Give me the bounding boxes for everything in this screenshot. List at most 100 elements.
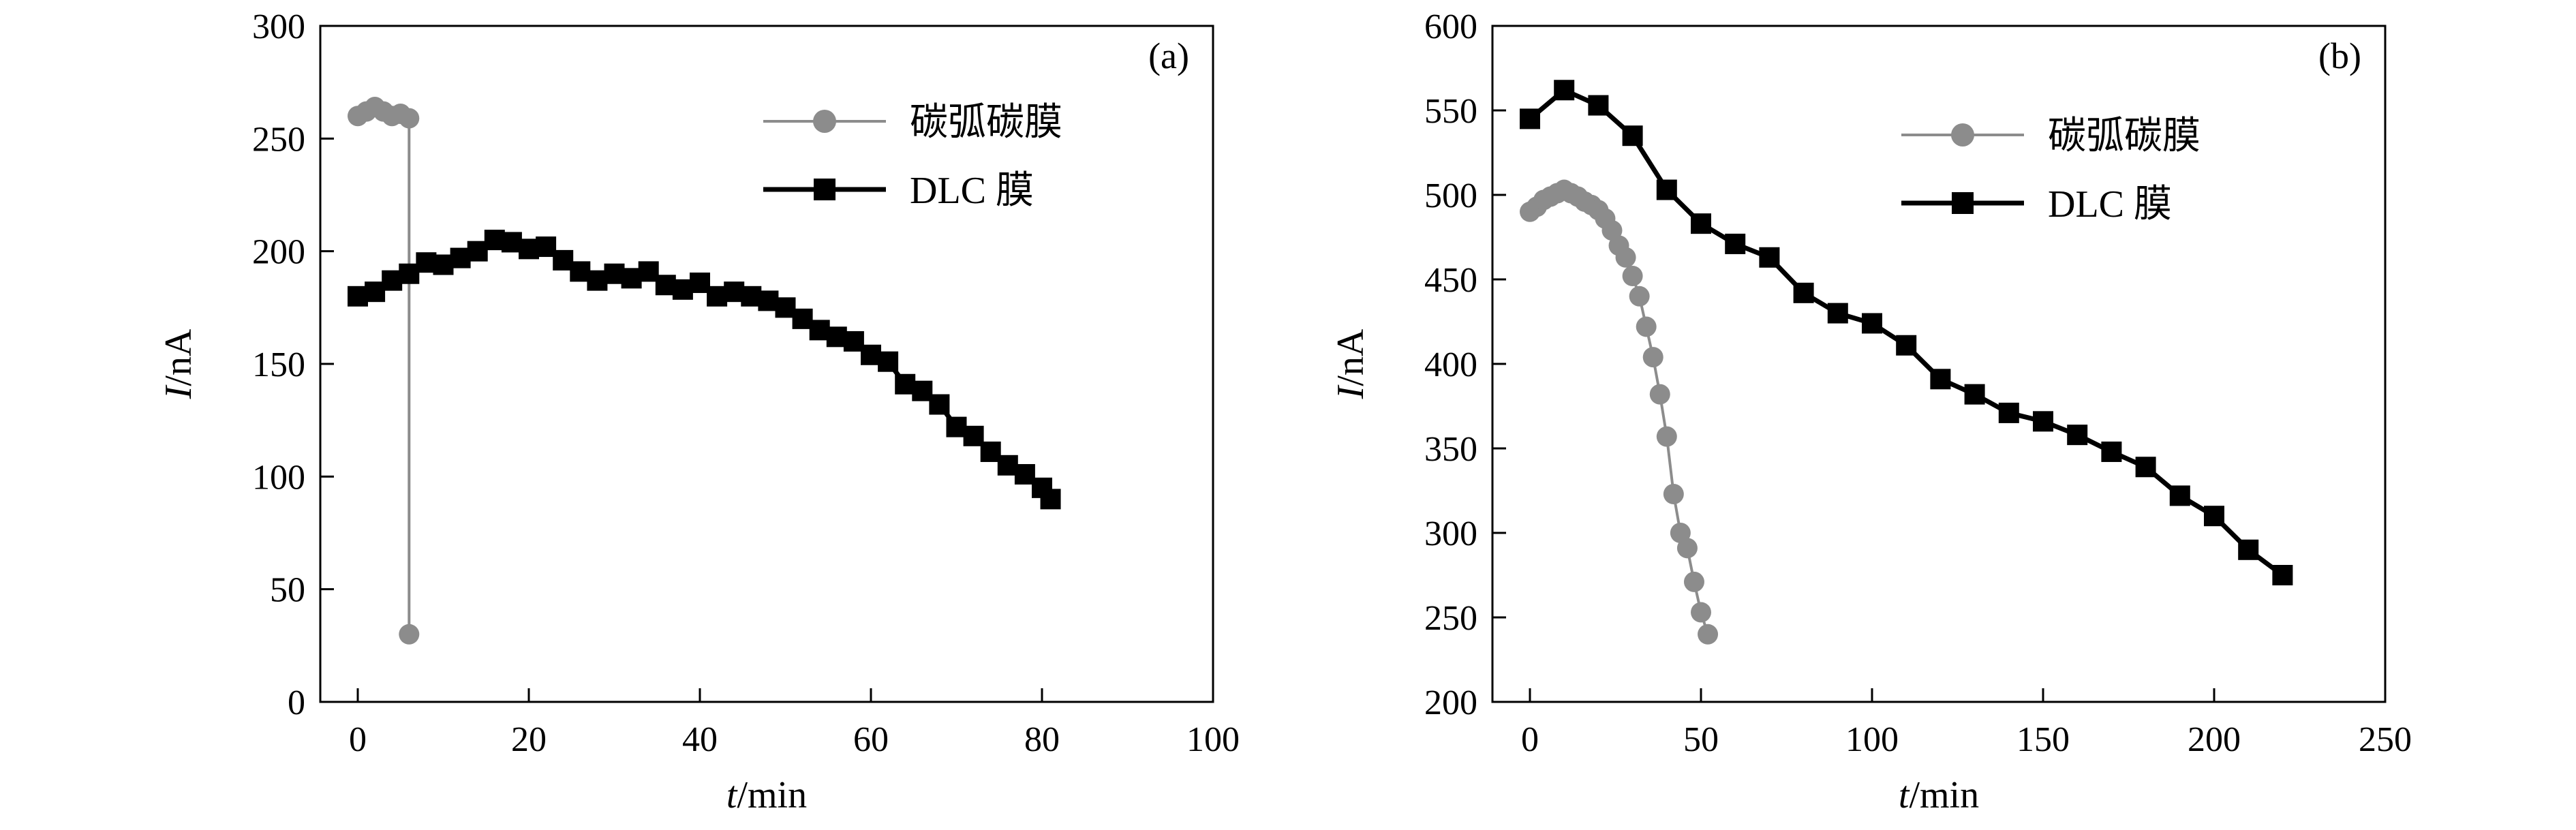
- y-tick-label: 500: [1424, 176, 1477, 215]
- data-point: [2169, 485, 2190, 506]
- y-tick-label: 200: [252, 233, 305, 272]
- x-axis-title-unit: /min: [737, 774, 807, 816]
- y-tick-label: 50: [270, 571, 305, 610]
- data-point: [1629, 286, 1650, 307]
- legend-label: DLC 膜: [2048, 183, 2172, 226]
- data-point: [1663, 483, 1684, 504]
- panel-label: (b): [2318, 35, 2361, 76]
- series-line-1: [357, 106, 411, 634]
- data-point: [741, 286, 762, 307]
- data-point: [724, 281, 745, 303]
- y-axis-title-unit: /nA: [157, 328, 200, 386]
- data-point: [484, 230, 505, 251]
- x-axis-title-var: t: [726, 774, 738, 816]
- data-point: [348, 286, 368, 307]
- data-point: [1793, 282, 1814, 303]
- data-point: [861, 344, 881, 365]
- chart-panel-b: 0 50 100 150 200 250 200 250 300 350 400 450 500 550 6…: [1330, 7, 2412, 816]
- x-axis-title-unit: /min: [1909, 774, 1979, 816]
- data-point: [895, 373, 916, 395]
- data-point: [1683, 571, 1704, 592]
- y-tick-label: 400: [1424, 345, 1477, 384]
- y-tick-label: 350: [1424, 430, 1477, 469]
- y-tick-label: 300: [252, 7, 305, 46]
- data-point: [399, 108, 420, 129]
- data-point: [604, 263, 625, 284]
- data-point: [1827, 303, 1848, 324]
- data-point: [399, 263, 420, 284]
- y-tick-label: 600: [1424, 7, 1477, 46]
- data-point: [587, 270, 608, 291]
- x-tick-label: 100: [1845, 720, 1899, 759]
- data-point: [1040, 489, 1061, 510]
- legend-label: 碳弧碳膜: [910, 102, 1062, 144]
- legend-label: 碳弧碳膜: [2048, 115, 2201, 157]
- chart-panel-a: 0 20 40 60 80 100 0 50 100 150 200 250 300 t/min I/nA (…: [157, 7, 1240, 816]
- y-tick-label: 450: [1424, 261, 1477, 300]
- x-tick-label: 60: [853, 720, 889, 759]
- data-point: [1998, 402, 2019, 423]
- data-point: [826, 326, 847, 348]
- data-point: [365, 281, 386, 303]
- x-tick-label: 80: [1024, 720, 1060, 759]
- legend-marker: [1951, 123, 1974, 147]
- x-axis-title: t/min: [726, 774, 807, 816]
- data-point: [501, 232, 522, 253]
- y-axis-title-var: I: [157, 384, 200, 399]
- x-tick-label: 40: [682, 720, 718, 759]
- data-point: [1759, 247, 1780, 268]
- y-tick-label: 250: [252, 120, 305, 159]
- y-axis-title-unit: /nA: [1330, 328, 1372, 386]
- x-tick-label: 150: [2017, 720, 2070, 759]
- data-point: [1520, 108, 1540, 129]
- legend-label: DLC 膜: [910, 170, 1034, 212]
- data-point: [1615, 247, 1636, 268]
- data-point: [775, 297, 796, 318]
- data-point: [963, 425, 984, 446]
- data-point: [2272, 565, 2293, 585]
- y-tick-label: 150: [252, 345, 305, 384]
- data-point: [946, 416, 967, 437]
- data-point: [416, 252, 437, 273]
- x-tick-label: 100: [1186, 720, 1240, 759]
- data-point: [638, 261, 659, 282]
- data-point: [433, 254, 454, 275]
- y-axis-title: I/nA: [157, 328, 200, 399]
- data-point: [1014, 464, 1035, 485]
- data-point: [1601, 220, 1623, 241]
- data-point: [655, 275, 676, 296]
- x-tick-label: 200: [2188, 720, 2241, 759]
- data-point: [2101, 441, 2122, 462]
- data-point: [1588, 95, 1609, 116]
- y-tick-label: 0: [288, 683, 305, 722]
- y-axis-title: I/nA: [1330, 328, 1372, 399]
- data-point: [1670, 523, 1691, 543]
- y-axis-title-var: I: [1330, 384, 1372, 399]
- x-tick-label: 0: [1521, 720, 1539, 759]
- data-point: [1725, 233, 1746, 254]
- data-point: [1554, 80, 1575, 101]
- data-point: [2135, 457, 2156, 478]
- x-tick-label: 20: [511, 720, 547, 759]
- data-point: [1930, 369, 1951, 390]
- data-point: [519, 239, 539, 260]
- data-point: [1676, 538, 1698, 559]
- data-point: [1691, 602, 1711, 623]
- data-point: [1691, 213, 1711, 234]
- data-point: [1649, 384, 1670, 405]
- data-point: [2033, 411, 2053, 432]
- data-point: [690, 272, 710, 293]
- data-point: [553, 249, 574, 271]
- data-point: [1896, 335, 1917, 356]
- panel-label: (a): [1148, 35, 1189, 76]
- x-axis-title: t/min: [1899, 774, 1979, 816]
- x-tick-label: 250: [2359, 720, 2412, 759]
- data-point: [2238, 539, 2259, 560]
- y-tick-label: 100: [252, 458, 305, 497]
- data-point: [1622, 266, 1643, 287]
- data-point: [2204, 506, 2224, 527]
- legend-marker: [814, 179, 835, 200]
- data-point: [621, 268, 642, 289]
- x-axis-title-var: t: [1899, 774, 1910, 816]
- y-tick-label: 550: [1424, 92, 1477, 131]
